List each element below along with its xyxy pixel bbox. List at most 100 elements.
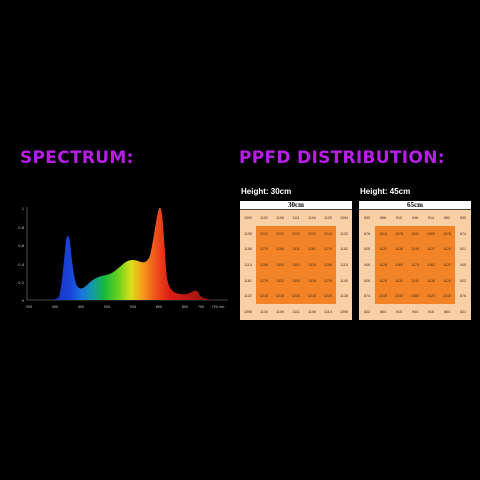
x-tick: 350 [26, 305, 32, 309]
ppfd-cell: 1106 [272, 210, 288, 226]
x-tick: 500 [104, 305, 110, 309]
ppfd-cell: 1274 [320, 241, 336, 258]
ppfd-cell: 1114 [320, 304, 336, 320]
ppfd-cell: 1015 [439, 288, 455, 305]
ppfd-cell: 831 [455, 304, 471, 320]
ppfd-cell: 1222 [272, 225, 288, 242]
ppfd-cell: 1131 [391, 272, 407, 289]
x-tick: 750 nm [211, 305, 225, 309]
ppfd-cell: 915 [391, 210, 407, 226]
ppfd-cell: 1216 [304, 288, 320, 305]
ppfd-cell: 1303 [272, 257, 288, 273]
ppfd-cell: 1225 [320, 288, 336, 305]
ppfd-cell: 1162 [423, 257, 439, 273]
ppfd-cell: 876 [359, 225, 375, 242]
ppfd-cell: 946 [407, 210, 423, 226]
ppfd-cell: 1319 [304, 257, 320, 273]
ppfd-cell: 833 [359, 210, 375, 226]
ppfd-cell: 1134 [256, 304, 272, 320]
ppfd-cell: 1162 [336, 241, 352, 258]
ppfd-cell: 874 [359, 288, 375, 305]
ppfd-cell: 1166 [240, 241, 256, 258]
x-tick: 700 [198, 305, 204, 309]
ppfd-cell: 946 [359, 257, 375, 273]
ppfd-cell: 926 [359, 272, 375, 289]
ppfd-cell: 1260 [272, 241, 288, 258]
ppfd-cell: 945 [455, 257, 471, 273]
y-tick: 0.4 [18, 263, 24, 267]
ppfd-cell: 925 [359, 241, 375, 258]
ppfd-cell: 1106 [304, 304, 320, 320]
ppfd-cell: 915 [391, 304, 407, 320]
ppfd-cell: 1275 [320, 272, 336, 289]
y-tick: 0.8 [18, 226, 24, 230]
ppfd-cell: 1031 [407, 225, 423, 242]
ppfd-cell: 1122 [439, 257, 455, 273]
spectrum-chart: 1 0.8 0.6 0.4 0.2 0 350 400 450 500 550 … [18, 207, 228, 309]
ppfd-cell: 1221 [288, 225, 304, 242]
ppfd-cell: 1115 [336, 257, 352, 273]
ppfd-cell: 1128 [336, 288, 352, 305]
ppfd-cell: 1136 [423, 272, 439, 289]
ppfd-cell: 921 [455, 241, 471, 258]
ppfd-cell: 1279 [256, 272, 272, 289]
ppfd-cell: 1104 [304, 210, 320, 226]
ppfd-cell: 1102 [256, 210, 272, 226]
ppfd-cell: 1135 [240, 225, 256, 242]
grid1-height-label: Height: 30cm [241, 187, 292, 196]
ppfd-cell: 1289 [256, 257, 272, 273]
ppfd-table: 1092 1102 1106 1111 1104 1125 1094 1135 1212 1222… [240, 210, 352, 320]
ppfd-cell: 876 [455, 288, 471, 305]
ppfd-cell: 832 [359, 304, 375, 320]
ppfd-cell: 1149 [336, 272, 352, 289]
x-tick: 650 [182, 305, 188, 309]
ppfd-cell: 944 [407, 304, 423, 320]
ppfd-cell: 1216 [256, 288, 272, 305]
ppfd-cell: 1161 [240, 272, 256, 289]
ppfd-cell: 922 [455, 272, 471, 289]
ppfd-cell: 1124 [439, 272, 455, 289]
ppfd-cell: 1109 [272, 304, 288, 320]
ppfd-cell: 1214 [320, 225, 336, 242]
ppfd-heading: PPFD DISTRIBUTION: [239, 148, 445, 168]
ppfd-cell: 1170 [407, 257, 423, 273]
ppfd-cell: 1149 [407, 241, 423, 258]
ppfd-cell: 1234 [288, 288, 304, 305]
ppfd-cell: 1076 [391, 225, 407, 242]
ppfd-cell: 1125 [320, 210, 336, 226]
ppfd-cell: 1126 [375, 257, 391, 273]
ppfd-cell: 1121 [375, 241, 391, 258]
ppfd-cell: 1212 [256, 225, 272, 242]
spectrum-heading: SPECTRUM: [20, 148, 134, 168]
x-tick: 550 [130, 305, 136, 309]
ppfd-cell: 1084 [407, 288, 423, 305]
ppfd-cell: 1316 [304, 272, 320, 289]
ppfd-cell: 1016 [375, 288, 391, 305]
ppfd-cell: 1270 [256, 241, 272, 258]
ppfd-grid-30cm: 30cm 1092 1102 1106 1111 1104 1125 1094 1135 121… [240, 201, 352, 320]
y-tick: 1 [22, 207, 24, 211]
ppfd-cell: 864 [439, 304, 455, 320]
ppfd-cell: 1122 [240, 288, 256, 305]
ppfd-cell: 1094 [336, 210, 352, 226]
ppfd-cell: 1111 [288, 304, 304, 320]
ppfd-cell: 1114 [240, 257, 256, 273]
ppfd-cell: 1124 [375, 272, 391, 289]
ppfd-cell: 874 [455, 225, 471, 242]
ppfd-cell: 1111 [288, 210, 304, 226]
ppfd-cell: 914 [423, 210, 439, 226]
ppfd-cell: 1303 [288, 272, 304, 289]
ppfd-cell: 1069 [423, 225, 439, 242]
ppfd-cell: 1311 [288, 241, 304, 258]
y-tick: 0.6 [18, 244, 24, 248]
grid-title: 65cm [359, 201, 471, 210]
ppfd-cell: 1014 [375, 225, 391, 242]
grid2-height-label: Height: 45cm [360, 187, 411, 196]
ppfd-cell: 1096 [240, 304, 256, 320]
ppfd-cell: 1218 [272, 288, 288, 305]
ppfd-cell: 1124 [439, 241, 455, 258]
ppfd-cell: 1221 [304, 225, 320, 242]
ppfd-cell: 862 [439, 210, 455, 226]
ppfd-cell: 916 [423, 304, 439, 320]
ppfd-cell: 1323 [272, 272, 288, 289]
